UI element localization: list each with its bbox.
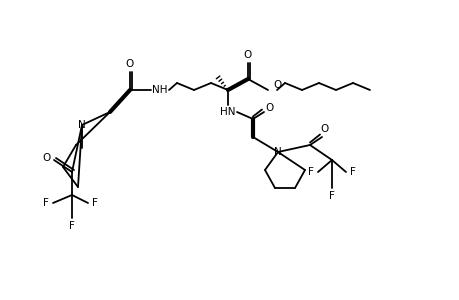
Text: O: O (43, 153, 51, 163)
Text: O: O (265, 103, 274, 113)
Text: O: O (126, 59, 134, 69)
Text: NH: NH (152, 85, 168, 95)
Text: F: F (328, 191, 334, 201)
Text: F: F (69, 221, 75, 231)
Text: O: O (272, 80, 280, 90)
Text: N: N (274, 147, 281, 157)
Text: F: F (92, 198, 98, 208)
Text: HN: HN (220, 107, 235, 117)
Text: F: F (43, 198, 49, 208)
Text: O: O (243, 50, 252, 60)
Text: N: N (78, 120, 86, 130)
Text: O: O (320, 124, 328, 134)
Text: F: F (308, 167, 313, 177)
Text: F: F (349, 167, 355, 177)
